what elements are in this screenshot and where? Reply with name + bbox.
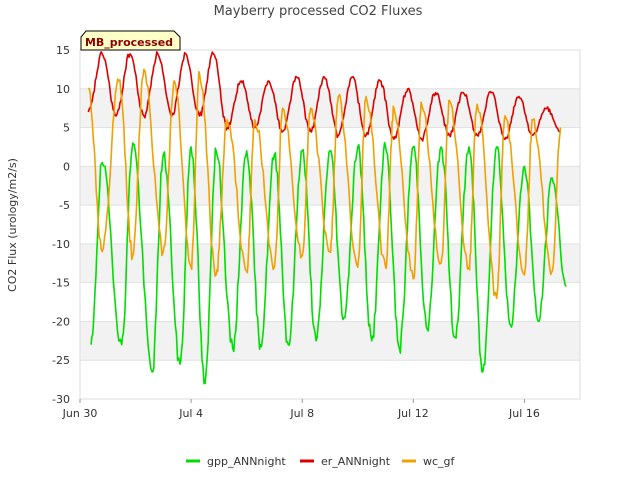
x-tick-label: Jul 4 bbox=[178, 407, 203, 420]
plot-band bbox=[80, 321, 580, 361]
badge-box bbox=[80, 30, 181, 51]
y-tick-label: -20 bbox=[52, 315, 70, 328]
y-tick-label: 15 bbox=[56, 44, 70, 57]
x-tick-label: Jul 8 bbox=[289, 407, 314, 420]
legend-label: gpp_ANNnight bbox=[207, 455, 286, 468]
y-axis-title: CO2 Flux (urology/m2/s) bbox=[6, 158, 19, 292]
series-lines bbox=[87, 51, 567, 385]
badge-label: MB_processed bbox=[85, 36, 173, 49]
y-tick-label: -30 bbox=[52, 393, 70, 406]
x-axis-ticks: Jun 30 Jul 4 Jul 8 Jul 12 Jul 16 bbox=[62, 399, 540, 420]
y-tick-label: -15 bbox=[52, 277, 70, 290]
y-tick-label: 10 bbox=[56, 83, 70, 96]
badge: MB_processed bbox=[80, 30, 181, 51]
y-tick-label: 0 bbox=[63, 160, 70, 173]
y-tick-label: -25 bbox=[52, 354, 70, 367]
series-line-gpp_ANNnight bbox=[90, 141, 567, 385]
y-tick-label: -5 bbox=[59, 199, 70, 212]
y-tick-label: 5 bbox=[63, 122, 70, 135]
legend: gpp_ANNnight er_ANNnight wc_gf bbox=[186, 455, 456, 468]
y-axis-ticks: 15 10 5 0 -5 -10 -15 -20 -25 -30 bbox=[52, 44, 70, 406]
series-line-wc_gf bbox=[88, 68, 562, 299]
x-tick-label: Jul 12 bbox=[397, 407, 429, 420]
y-tick-label: -10 bbox=[52, 238, 70, 251]
x-tick-label: Jun 30 bbox=[62, 407, 98, 420]
legend-label: wc_gf bbox=[423, 455, 456, 468]
chart-title: Mayberry processed CO2 Fluxes bbox=[214, 4, 423, 19]
plot-frame bbox=[79, 49, 581, 400]
plot-band bbox=[80, 166, 580, 206]
x-tick-label: Jul 16 bbox=[508, 407, 540, 420]
legend-label: er_ANNnight bbox=[321, 455, 391, 468]
